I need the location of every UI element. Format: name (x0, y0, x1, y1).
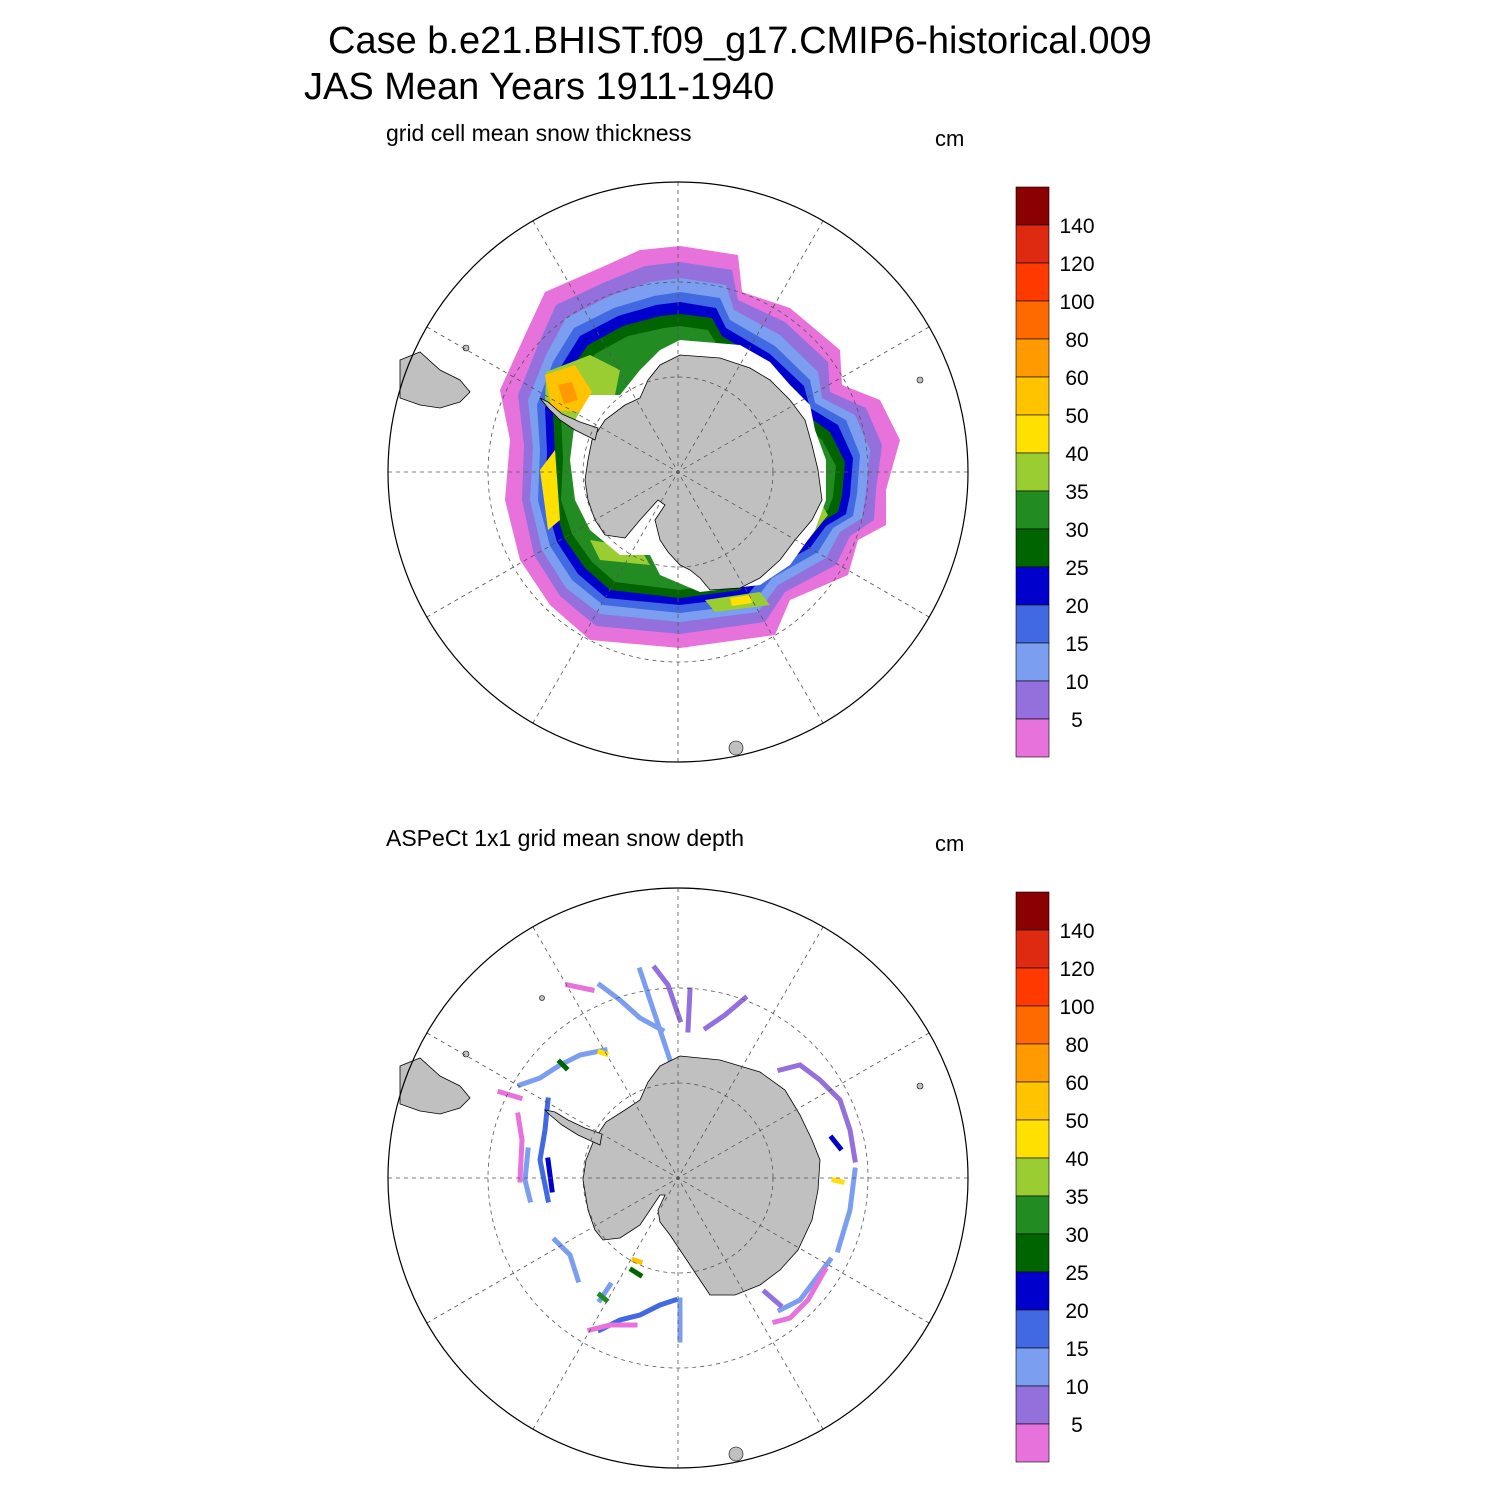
colorbar-swatch (1015, 1271, 1050, 1311)
colorbar-tick-label: 100 (1059, 996, 1094, 1019)
panel-2-unit: cm (935, 831, 965, 856)
colorbar-swatch (1015, 414, 1050, 454)
colorbar-swatch (1015, 929, 1050, 969)
colorbar-swatch (1015, 300, 1050, 340)
colorbar-tick-label: 15 (1065, 633, 1088, 656)
map-panel-observations (387, 887, 969, 1469)
island-marker (539, 995, 545, 1001)
colorbar-tick-label: 140 (1059, 920, 1094, 943)
island-marker (728, 740, 744, 756)
colorbar-model: 140 120 100 80 60 50 40 35 30 25 20 15 10 5 (1015, 186, 1095, 758)
colorbar-swatch (1015, 891, 1050, 931)
colorbar-tick-label: 5 (1071, 1414, 1083, 1437)
south-america-land (399, 351, 471, 409)
island-marker (916, 1082, 924, 1090)
colorbar-tick-label: 100 (1059, 291, 1094, 314)
colorbar-swatch (1015, 718, 1050, 758)
colorbar-tick-label: 80 (1065, 1034, 1088, 1057)
antarctica-land (582, 1055, 821, 1296)
colorbar-swatch (1015, 262, 1050, 302)
colorbar-swatch (1015, 1347, 1050, 1387)
panel-1-title: grid cell mean snow thickness (386, 120, 692, 146)
colorbar-swatch (1015, 1043, 1050, 1083)
graticule (388, 182, 968, 762)
colorbar-tick-label: 35 (1065, 481, 1088, 504)
colorbar-tick-label: 10 (1065, 671, 1088, 694)
colorbar-swatch (1015, 1385, 1050, 1425)
snow-patch-60 (558, 382, 578, 404)
map-boundary (387, 887, 969, 1469)
colorbar-swatch (1015, 490, 1050, 530)
colorbar-observations: 140 120 100 80 60 50 40 35 30 25 20 15 10 5 (1015, 891, 1095, 1463)
graticule (388, 888, 968, 1468)
colorbar-tick-label: 120 (1059, 253, 1094, 276)
colorbar-tick-label: 30 (1065, 519, 1088, 542)
snow-patch-40e (730, 595, 752, 606)
colorbar-tick-label: 140 (1059, 215, 1094, 238)
colorbar-tick-label: 20 (1065, 1300, 1088, 1323)
antarctica-land (584, 354, 823, 591)
colorbar-swatch (1015, 528, 1050, 568)
island-marker (916, 376, 924, 384)
colorbar-swatch (1015, 224, 1050, 264)
colorbar-tick-label: 60 (1065, 1072, 1088, 1095)
case-title: Case b.e21.BHIST.f09_g17.CMIP6-historica… (328, 20, 1152, 62)
colorbar-tick-label: 35 (1065, 1186, 1088, 1209)
colorbar-tick-label: 50 (1065, 1110, 1088, 1133)
colorbar-swatch (1015, 1157, 1050, 1197)
colorbar-swatch (1015, 604, 1050, 644)
colorbar-swatch (1015, 967, 1050, 1007)
colorbar-swatch (1015, 376, 1050, 416)
colorbar-tick-label: 20 (1065, 595, 1088, 618)
colorbar-swatch (1015, 566, 1050, 606)
colorbar-tick-label: 40 (1065, 1148, 1088, 1171)
period-title: JAS Mean Years 1911-1940 (304, 66, 775, 108)
colorbar-tick-label: 10 (1065, 1376, 1088, 1399)
colorbar-tick-label: 120 (1059, 958, 1094, 981)
observation-tracks (496, 964, 858, 1343)
colorbar-swatch (1015, 1081, 1050, 1121)
colorbar-tick-label: 30 (1065, 1224, 1088, 1247)
colorbar-swatch (1015, 1195, 1050, 1235)
map-panel-model (387, 181, 969, 763)
panel-1-unit: cm (935, 126, 965, 151)
colorbar-swatch (1015, 338, 1050, 378)
colorbar-tick-label: 25 (1065, 557, 1088, 580)
south-america-land (399, 1057, 471, 1115)
colorbar-tick-label: 40 (1065, 443, 1088, 466)
colorbar-tick-label: 25 (1065, 1262, 1088, 1285)
antarctic-peninsula (543, 1109, 603, 1146)
colorbar-swatch (1015, 1423, 1050, 1463)
antarctic-peninsula (539, 397, 599, 441)
snow-patch-40b (540, 450, 560, 530)
colorbar-tick-label: 60 (1065, 367, 1088, 390)
colorbar-swatch (1015, 1119, 1050, 1159)
colorbar-swatch (1015, 186, 1050, 226)
colorbar-swatch (1015, 452, 1050, 492)
colorbar-tick-label: 80 (1065, 329, 1088, 352)
colorbar-swatch (1015, 1309, 1050, 1349)
panel-2-title: ASPeCt 1x1 grid mean snow depth (386, 825, 744, 851)
colorbar-swatch (1015, 642, 1050, 682)
colorbar-tick-label: 15 (1065, 1338, 1088, 1361)
map-boundary (387, 181, 969, 763)
colorbar-tick-label: 5 (1071, 709, 1083, 732)
island-marker (728, 1446, 744, 1462)
colorbar-swatch (1015, 680, 1050, 720)
colorbar-swatch (1015, 1233, 1050, 1273)
colorbar-swatch (1015, 1005, 1050, 1045)
colorbar-tick-label: 50 (1065, 405, 1088, 428)
